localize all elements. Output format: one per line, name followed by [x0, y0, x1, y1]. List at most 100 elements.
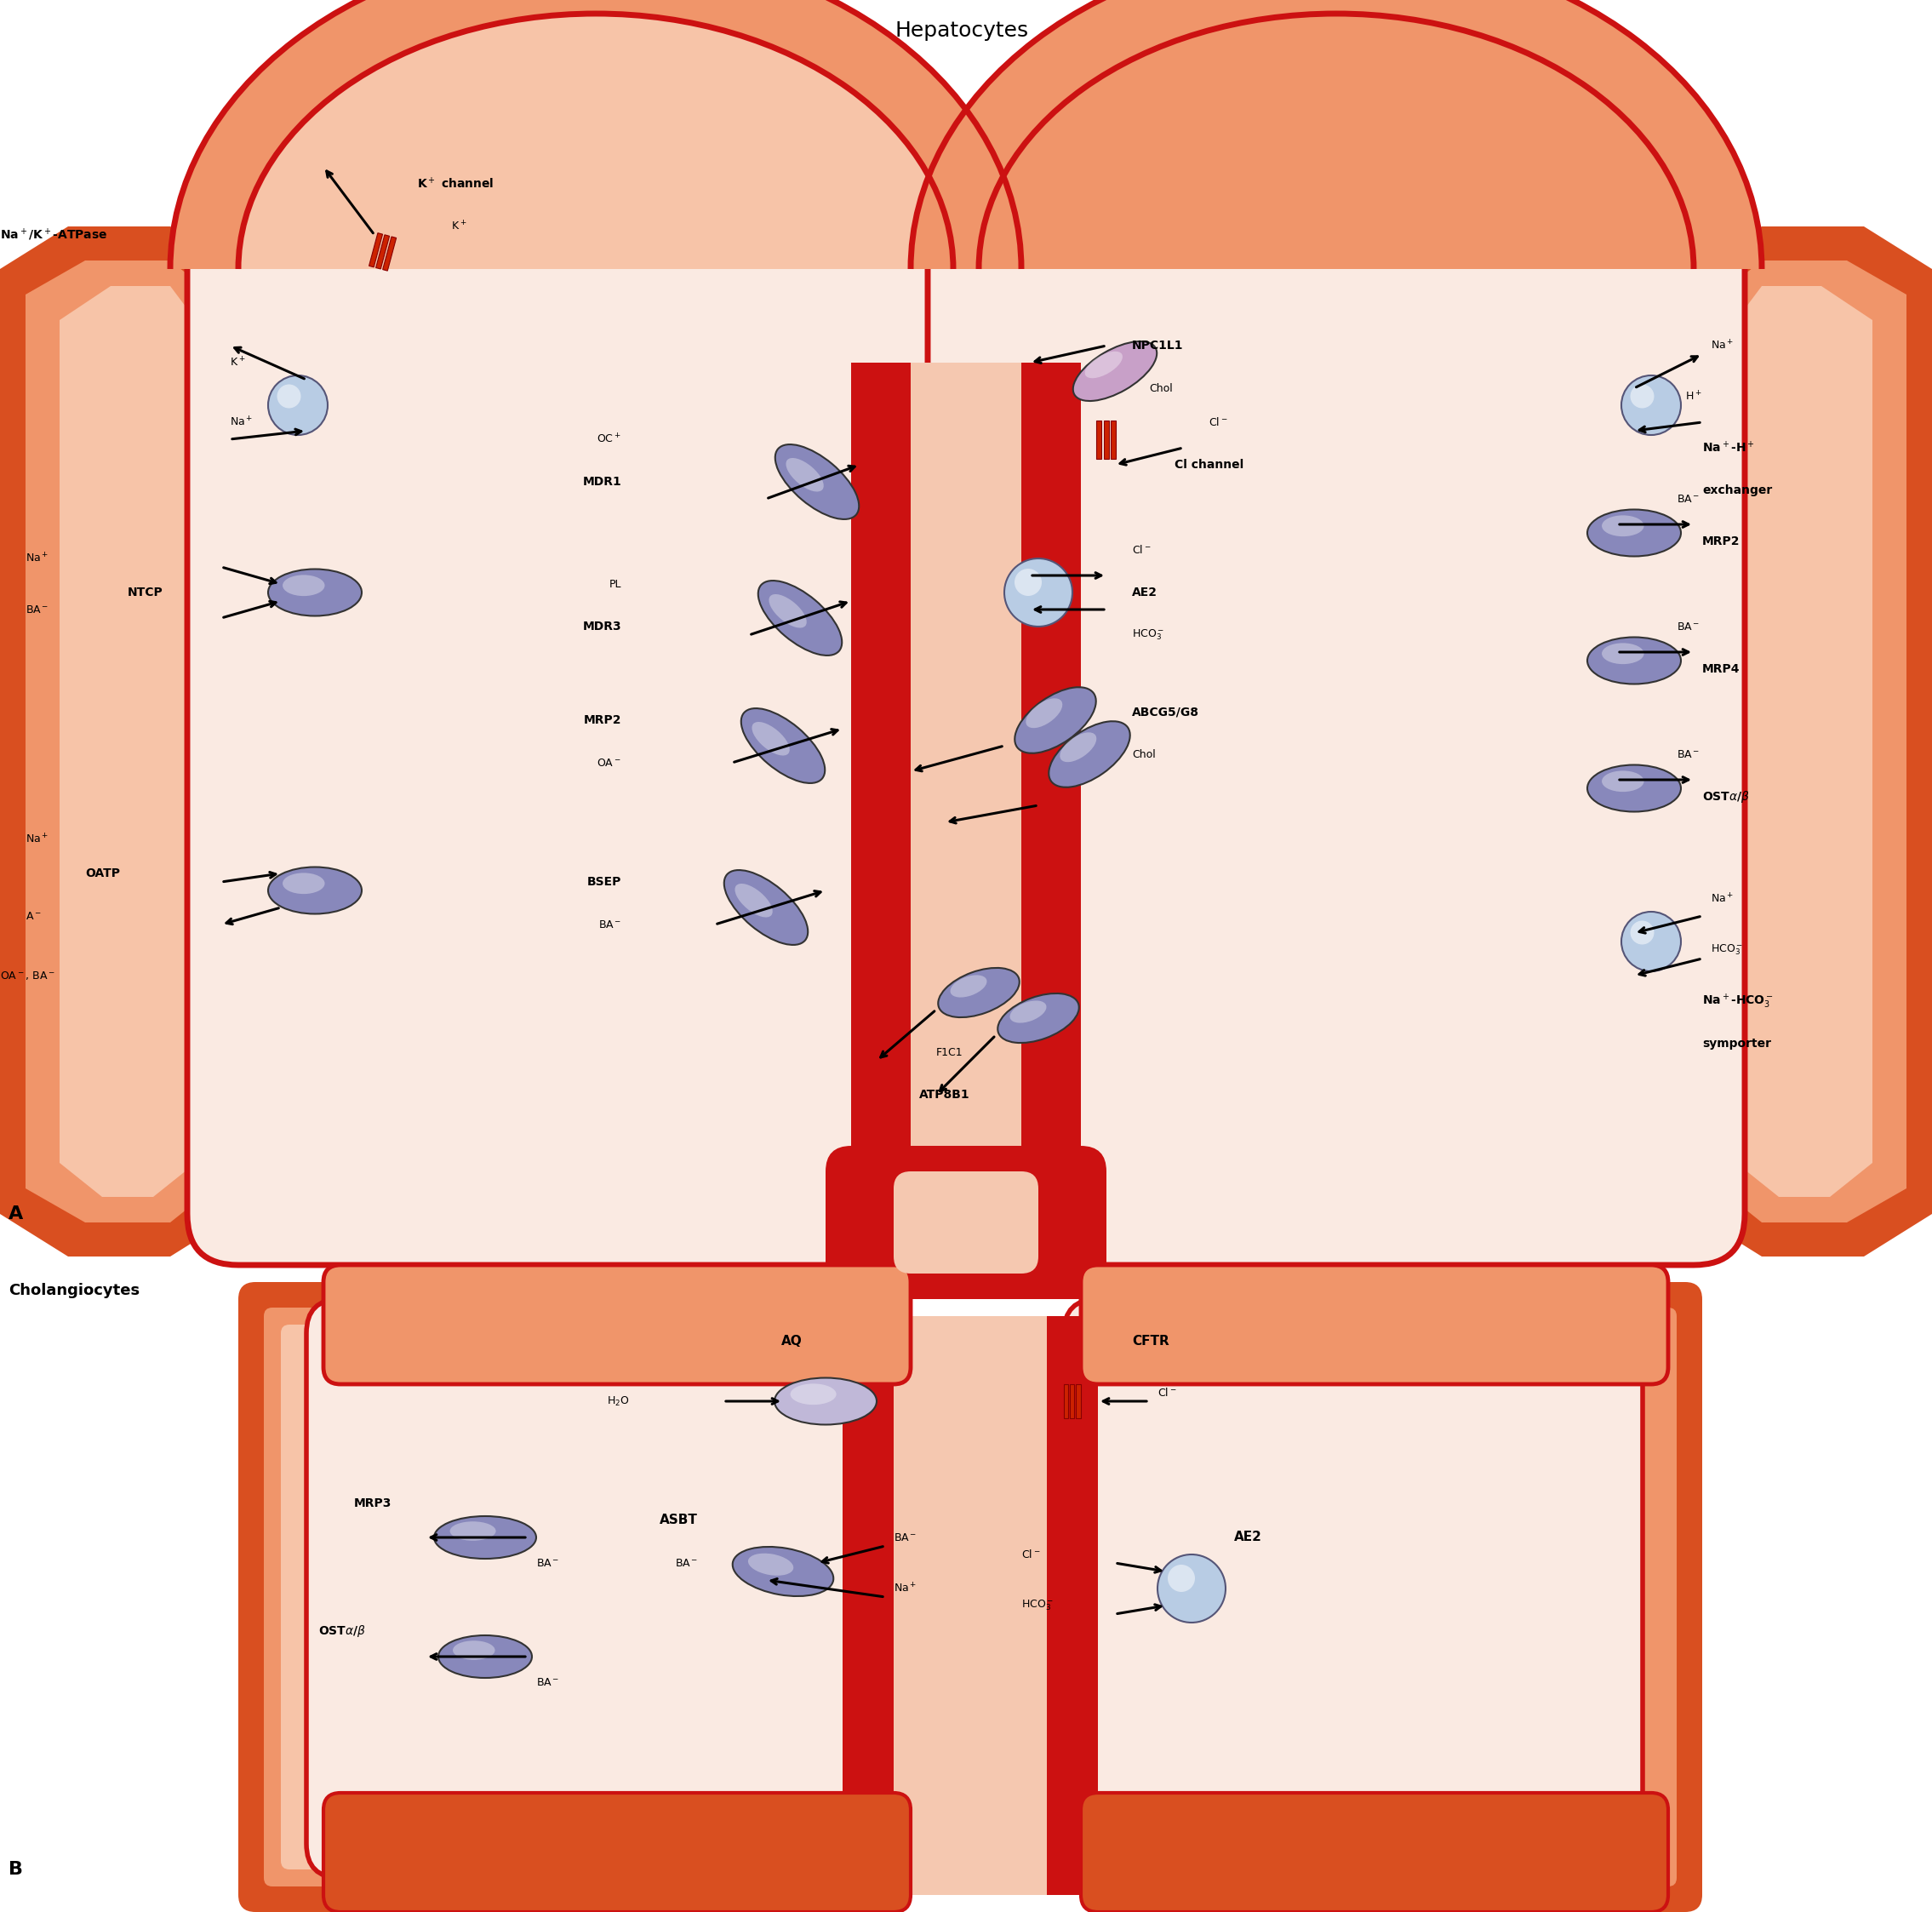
Text: BA$^-$: BA$^-$ — [674, 1558, 697, 1568]
Text: Cl$^-$: Cl$^-$ — [1157, 1386, 1177, 1400]
Bar — [1047, 1315, 1097, 1895]
FancyBboxPatch shape — [1080, 1266, 1667, 1384]
Text: ATP8B1: ATP8B1 — [920, 1088, 970, 1101]
FancyBboxPatch shape — [1065, 1298, 1642, 1878]
Ellipse shape — [439, 1635, 531, 1679]
Ellipse shape — [769, 595, 808, 627]
FancyBboxPatch shape — [927, 210, 1745, 1266]
Text: NTCP: NTCP — [128, 587, 162, 598]
Text: A: A — [8, 1205, 23, 1222]
Ellipse shape — [450, 1522, 497, 1541]
Text: Cl$^-$: Cl$^-$ — [1209, 417, 1227, 428]
Ellipse shape — [1588, 637, 1681, 684]
Text: ASBT: ASBT — [659, 1514, 697, 1528]
Bar — [383, 237, 396, 272]
Ellipse shape — [939, 967, 1020, 1017]
Text: Na$^+$/K$^+$-ATPase: Na$^+$/K$^+$-ATPase — [0, 228, 108, 243]
Ellipse shape — [1026, 698, 1063, 728]
Polygon shape — [25, 260, 213, 1222]
Ellipse shape — [775, 1379, 877, 1424]
Bar — [377, 235, 390, 270]
Polygon shape — [980, 13, 1694, 270]
Ellipse shape — [752, 723, 790, 755]
Ellipse shape — [1010, 1000, 1047, 1023]
Bar — [1022, 363, 1080, 1214]
Text: H$_2$O: H$_2$O — [607, 1394, 630, 1407]
Ellipse shape — [724, 870, 808, 945]
Text: CFTR: CFTR — [1132, 1335, 1169, 1348]
Text: K$^+$ channel: K$^+$ channel — [417, 176, 495, 191]
Ellipse shape — [775, 444, 860, 520]
Text: AQ: AQ — [781, 1335, 802, 1348]
Text: OST$\alpha$/$\beta$: OST$\alpha$/$\beta$ — [1702, 790, 1750, 805]
Polygon shape — [910, 0, 1762, 270]
Text: MDR1: MDR1 — [582, 476, 622, 488]
Text: symporter: symporter — [1702, 1038, 1772, 1050]
Circle shape — [1621, 375, 1681, 436]
Bar — [842, 1315, 895, 1895]
Text: BA$^-$: BA$^-$ — [895, 1532, 918, 1543]
Text: BA$^-$: BA$^-$ — [537, 1558, 560, 1568]
Text: Hepatocytes: Hepatocytes — [895, 21, 1028, 40]
Circle shape — [269, 375, 328, 436]
Circle shape — [1631, 922, 1654, 945]
Bar — [1103, 421, 1109, 459]
Polygon shape — [1737, 287, 1872, 1197]
Ellipse shape — [1588, 765, 1681, 813]
Circle shape — [276, 384, 301, 407]
FancyBboxPatch shape — [1609, 1308, 1677, 1887]
Ellipse shape — [734, 883, 773, 918]
Text: OC$^+$: OC$^+$ — [597, 432, 622, 445]
Text: MRP2: MRP2 — [1702, 535, 1741, 547]
Text: exchanger: exchanger — [1702, 484, 1772, 497]
Text: BA$^-$: BA$^-$ — [1677, 493, 1700, 505]
Text: MRP4: MRP4 — [1702, 663, 1741, 675]
Text: PL: PL — [609, 579, 622, 589]
Ellipse shape — [282, 576, 325, 597]
FancyBboxPatch shape — [1080, 1793, 1667, 1912]
Bar — [1065, 1384, 1068, 1419]
Circle shape — [1167, 1564, 1196, 1593]
Circle shape — [1621, 912, 1681, 971]
Text: MRP2: MRP2 — [583, 715, 622, 727]
Text: F1C1: F1C1 — [937, 1046, 964, 1057]
FancyBboxPatch shape — [323, 1793, 910, 1912]
Ellipse shape — [757, 581, 842, 656]
Text: OST$\alpha$/$\beta$: OST$\alpha$/$\beta$ — [319, 1623, 365, 1639]
Text: Na$^+$: Na$^+$ — [230, 415, 253, 428]
Ellipse shape — [1014, 686, 1095, 753]
Text: NPC1L1: NPC1L1 — [1132, 340, 1184, 352]
FancyBboxPatch shape — [825, 1145, 1107, 1298]
FancyBboxPatch shape — [895, 1172, 1037, 1273]
Text: OATP: OATP — [85, 868, 120, 880]
Text: MDR3: MDR3 — [582, 621, 622, 633]
Text: Na$^+$: Na$^+$ — [895, 1581, 918, 1595]
FancyBboxPatch shape — [265, 1308, 332, 1887]
Text: Chol: Chol — [1150, 382, 1173, 394]
Text: K$^+$: K$^+$ — [230, 356, 245, 369]
FancyBboxPatch shape — [1582, 1283, 1702, 1912]
Ellipse shape — [282, 874, 325, 895]
Ellipse shape — [1086, 352, 1122, 379]
Polygon shape — [1719, 260, 1907, 1222]
Ellipse shape — [1061, 732, 1097, 763]
Polygon shape — [170, 0, 1022, 270]
Ellipse shape — [269, 570, 361, 616]
Bar — [910, 363, 1022, 1214]
Text: HCO$_3^-$: HCO$_3^-$ — [1022, 1598, 1053, 1612]
Text: Cl$^-$: Cl$^-$ — [1022, 1549, 1041, 1560]
Bar — [1111, 421, 1115, 459]
Ellipse shape — [1602, 771, 1644, 792]
Ellipse shape — [1588, 509, 1681, 556]
Ellipse shape — [435, 1516, 537, 1558]
Text: H$^+$: H$^+$ — [1685, 390, 1702, 403]
Bar — [895, 1315, 1047, 1895]
Ellipse shape — [951, 975, 987, 998]
Text: BA$^-$: BA$^-$ — [537, 1677, 560, 1688]
Text: OA$^-$: OA$^-$ — [597, 757, 622, 769]
Bar — [1070, 1384, 1074, 1419]
Text: HCO$_3^-$: HCO$_3^-$ — [1132, 627, 1165, 642]
Text: AE2: AE2 — [1132, 587, 1157, 598]
Text: Cl$^-$: Cl$^-$ — [1132, 545, 1151, 556]
Text: BA$^-$: BA$^-$ — [25, 604, 48, 616]
